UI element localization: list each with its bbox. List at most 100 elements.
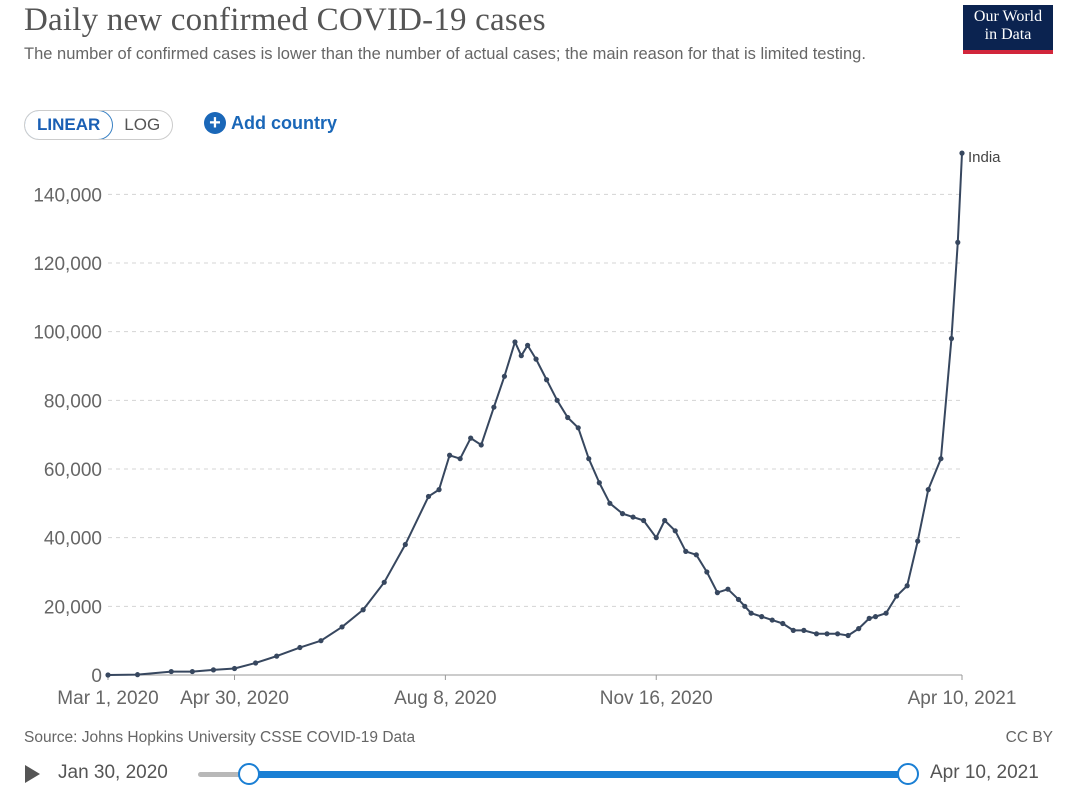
x-tick-label: Apr 10, 2021 bbox=[908, 688, 1017, 709]
data-point bbox=[491, 404, 497, 410]
data-point bbox=[468, 435, 474, 441]
data-point bbox=[883, 610, 889, 616]
y-tick-label: 40,000 bbox=[44, 529, 102, 550]
data-point bbox=[925, 487, 931, 493]
data-point bbox=[742, 603, 748, 609]
series-label: India bbox=[968, 150, 1001, 166]
y-tick-label: 0 bbox=[91, 666, 102, 687]
chart-title: Daily new confirmed COVID-19 cases bbox=[24, 2, 546, 38]
data-point bbox=[339, 624, 345, 630]
y-tick-label: 20,000 bbox=[44, 597, 102, 618]
data-point bbox=[693, 552, 699, 558]
logo-line-2: in Data bbox=[984, 26, 1032, 43]
data-point bbox=[596, 480, 602, 486]
x-tick-label: Aug 8, 2020 bbox=[394, 688, 496, 709]
data-point bbox=[231, 665, 238, 672]
data-point bbox=[959, 150, 965, 156]
linear-scale-button[interactable]: LINEAR bbox=[25, 111, 114, 139]
data-point bbox=[845, 632, 851, 639]
data-point bbox=[955, 239, 961, 245]
data-point bbox=[938, 456, 944, 462]
data-point bbox=[894, 593, 900, 599]
timeline-start-handle[interactable] bbox=[238, 763, 260, 785]
data-point bbox=[748, 610, 754, 616]
y-tick-label: 140,000 bbox=[33, 185, 102, 206]
data-point bbox=[565, 414, 571, 421]
data-point bbox=[554, 397, 560, 403]
chart-subtitle: The number of confirmed cases is lower t… bbox=[24, 45, 866, 63]
log-scale-button[interactable]: LOG bbox=[124, 115, 161, 134]
data-point bbox=[105, 672, 111, 678]
data-point bbox=[801, 627, 807, 633]
data-point bbox=[575, 425, 581, 431]
license-link[interactable]: CC BY bbox=[1005, 729, 1053, 746]
data-point bbox=[672, 528, 678, 534]
data-point bbox=[824, 631, 830, 637]
timeline-track[interactable] bbox=[198, 772, 250, 777]
add-country-button[interactable]: + Add country bbox=[204, 112, 337, 134]
data-point bbox=[735, 596, 742, 603]
data-point bbox=[619, 511, 626, 517]
data-point bbox=[790, 627, 796, 633]
data-point bbox=[447, 452, 453, 458]
timeline-slider: Jan 30, 2020 Apr 10, 2021 bbox=[0, 758, 1080, 788]
data-point bbox=[518, 353, 524, 359]
data-point bbox=[478, 442, 484, 448]
data-point bbox=[780, 620, 786, 627]
timeline-end-date: Apr 10, 2021 bbox=[930, 762, 1039, 783]
y-tick-label: 80,000 bbox=[44, 391, 102, 412]
data-point bbox=[607, 500, 613, 506]
data-point bbox=[436, 487, 442, 493]
data-point bbox=[501, 373, 508, 379]
data-point bbox=[168, 668, 174, 675]
play-icon[interactable] bbox=[25, 765, 40, 783]
data-point bbox=[856, 626, 862, 632]
data-point bbox=[662, 517, 668, 524]
data-point bbox=[586, 456, 592, 462]
source-note: Source: Johns Hopkins University CSSE CO… bbox=[24, 729, 416, 746]
data-point bbox=[274, 653, 280, 659]
data-point bbox=[457, 456, 463, 462]
timeline-start-date: Jan 30, 2020 bbox=[58, 762, 168, 783]
data-point bbox=[915, 538, 921, 544]
data-point bbox=[297, 644, 303, 651]
data-point bbox=[714, 590, 720, 596]
add-country-label: Add country bbox=[231, 112, 337, 133]
data-point bbox=[704, 569, 710, 575]
owid-logo[interactable]: Our World in Data bbox=[963, 5, 1053, 54]
x-tick-label: Mar 1, 2020 bbox=[57, 688, 158, 709]
data-point bbox=[512, 339, 518, 345]
data-point bbox=[683, 548, 689, 554]
data-point bbox=[533, 356, 539, 362]
data-point bbox=[253, 660, 259, 666]
y-tick-label: 120,000 bbox=[33, 254, 102, 275]
timeline-end-handle[interactable] bbox=[897, 763, 919, 785]
timeline-selected-range[interactable] bbox=[248, 771, 908, 778]
y-tick-label: 100,000 bbox=[33, 323, 102, 344]
data-point bbox=[640, 517, 647, 524]
logo-line-1: Our World bbox=[973, 8, 1043, 25]
data-point bbox=[813, 631, 820, 637]
data-point bbox=[948, 335, 955, 342]
data-point bbox=[834, 631, 841, 637]
data-point bbox=[769, 617, 775, 623]
data-point bbox=[525, 342, 531, 348]
data-point bbox=[630, 514, 636, 520]
line-chart: 0 20,000 40,000 60,000 80,000 100,000 120,000 1… bbox=[33, 150, 1017, 709]
data-point bbox=[318, 638, 324, 644]
data-point bbox=[759, 614, 765, 620]
x-tick-label: Apr 30, 2020 bbox=[180, 688, 289, 709]
data-point bbox=[872, 614, 879, 620]
series-line bbox=[107, 153, 963, 676]
data-point bbox=[725, 586, 731, 592]
data-point bbox=[402, 541, 408, 548]
data-point bbox=[866, 615, 872, 621]
data-point bbox=[904, 583, 910, 589]
plus-circle-icon: + bbox=[204, 112, 226, 134]
scale-toggle: LINEAR LOG bbox=[24, 110, 174, 140]
data-point bbox=[360, 607, 366, 613]
data-point bbox=[189, 668, 195, 675]
data-point bbox=[653, 535, 659, 541]
data-point bbox=[425, 493, 432, 500]
data-point bbox=[134, 672, 141, 678]
